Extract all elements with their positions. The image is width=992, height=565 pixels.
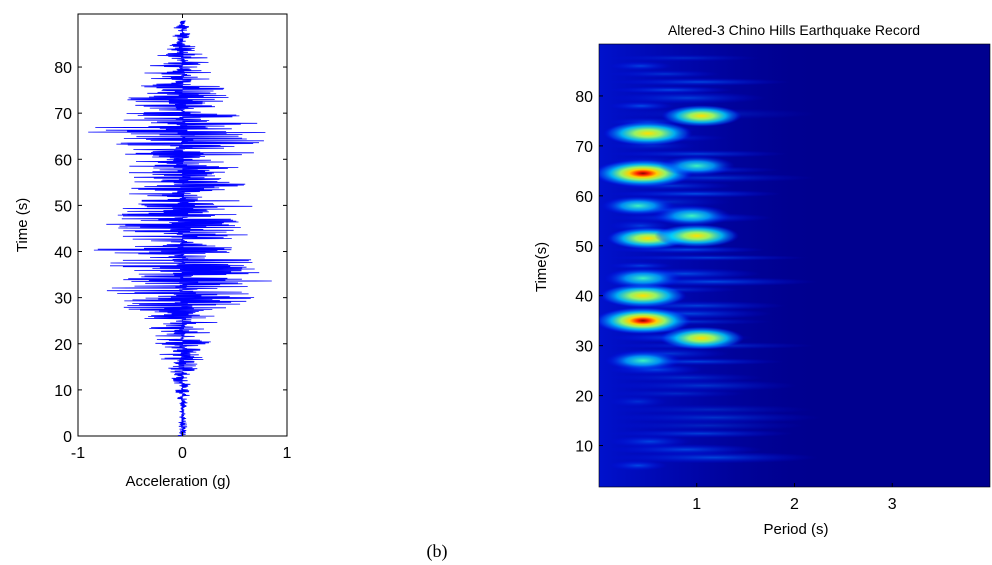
spectrogram-streak (608, 101, 674, 111)
spectrogram-streak (608, 460, 668, 471)
spectrogram-streak (608, 396, 668, 408)
spectrogram-streak (608, 262, 674, 270)
spectrogram-streak (608, 435, 692, 448)
spectrogram-streak (608, 61, 673, 71)
spectrogram-hotspot (599, 283, 687, 308)
spectrogram-streak (608, 78, 790, 86)
accel-y-tick-label: 30 (54, 291, 72, 308)
accel-trace (88, 20, 272, 437)
spectrogram-hotspot (603, 267, 682, 289)
accel-y-tick-label: 0 (63, 429, 72, 446)
spectrogram-y-tick-label: 30 (575, 339, 593, 356)
spectrogram-hotspot (658, 155, 735, 177)
spectrogram-y-tick-label: 20 (575, 389, 593, 406)
spectrogram-hotspot (654, 224, 740, 248)
accel-y-tick-label: 50 (54, 198, 72, 215)
spectrogram-hotspot (659, 326, 744, 350)
spectrogram-hotspot (601, 196, 675, 216)
spectrogram-x-ticks: 1 2 3 (692, 483, 897, 513)
spectrogram-chart: Altered-3 Chino Hills Earthquake Record … (533, 22, 991, 538)
spectrogram-streak (608, 189, 783, 198)
spectrogram-y-tick-label: 70 (575, 139, 593, 156)
spectrogram-y-tick-label: 80 (575, 89, 593, 106)
spectrogram-y-label: Time(s) (533, 242, 550, 292)
spectrogram-x-tick-label: 2 (790, 496, 799, 513)
spectrogram-streak (608, 254, 809, 261)
spectrogram-streak (608, 404, 813, 415)
accel-series-line (88, 20, 272, 437)
spectrogram-y-tick-label: 40 (575, 289, 593, 306)
accel-y-tick-label: 60 (54, 152, 72, 169)
accel-x-tick-label: 1 (283, 445, 292, 462)
figure-caption: (b) (427, 541, 448, 562)
accel-x-ticks: -1 0 1 (71, 14, 292, 462)
spectrogram-hotspot (603, 121, 693, 146)
spectrogram-x-label: Period (s) (763, 521, 828, 538)
accel-y-tick-label: 40 (54, 245, 72, 262)
spectrogram-x-tick-label: 1 (692, 496, 701, 513)
accel-y-tick-label: 80 (54, 60, 72, 77)
spectrogram-streak (608, 389, 746, 398)
spectrogram-streak (608, 429, 793, 438)
spectrogram-title: Altered-3 Chino Hills Earthquake Record (668, 22, 920, 38)
spectrogram-streak (608, 91, 767, 104)
spectrogram-streak (608, 379, 798, 392)
accel-y-label: Time (s) (14, 198, 31, 252)
spectrogram-hotspot (661, 105, 742, 127)
spectrogram-hotspot (605, 350, 681, 371)
accel-y-ticks: 0 10 20 30 40 50 60 70 80 (54, 60, 287, 446)
spectrogram-y-tick-label: 50 (575, 239, 593, 256)
accel-y-tick-label: 20 (54, 337, 72, 354)
accel-y-tick-label: 70 (54, 106, 72, 123)
spectrogram-streak (608, 372, 764, 383)
spectrogram-y-tick-label: 60 (575, 189, 593, 206)
spectrogram-streak (608, 150, 788, 158)
accel-y-tick-label: 10 (54, 383, 72, 400)
spectrogram-streak (608, 420, 807, 431)
spectrogram-streak (608, 411, 822, 424)
spectrogram-streak (608, 86, 734, 94)
spectrogram-x-tick-label: 3 (888, 496, 897, 513)
spectrogram-y-ticks: 10 20 30 40 50 60 70 80 (575, 89, 603, 456)
accel-x-label: Acceleration (g) (125, 473, 230, 490)
spectrogram-hotspots (599, 105, 744, 371)
spectrogram-y-tick-label: 10 (575, 439, 593, 456)
spectrogram-hotspot (652, 205, 731, 227)
accel-x-tick-label: 0 (178, 445, 187, 462)
spectrogram-hotspot (599, 307, 692, 335)
accel-x-tick-label: -1 (71, 445, 85, 462)
spectrogram-streak (608, 70, 722, 78)
spectrogram-streak (608, 54, 761, 62)
